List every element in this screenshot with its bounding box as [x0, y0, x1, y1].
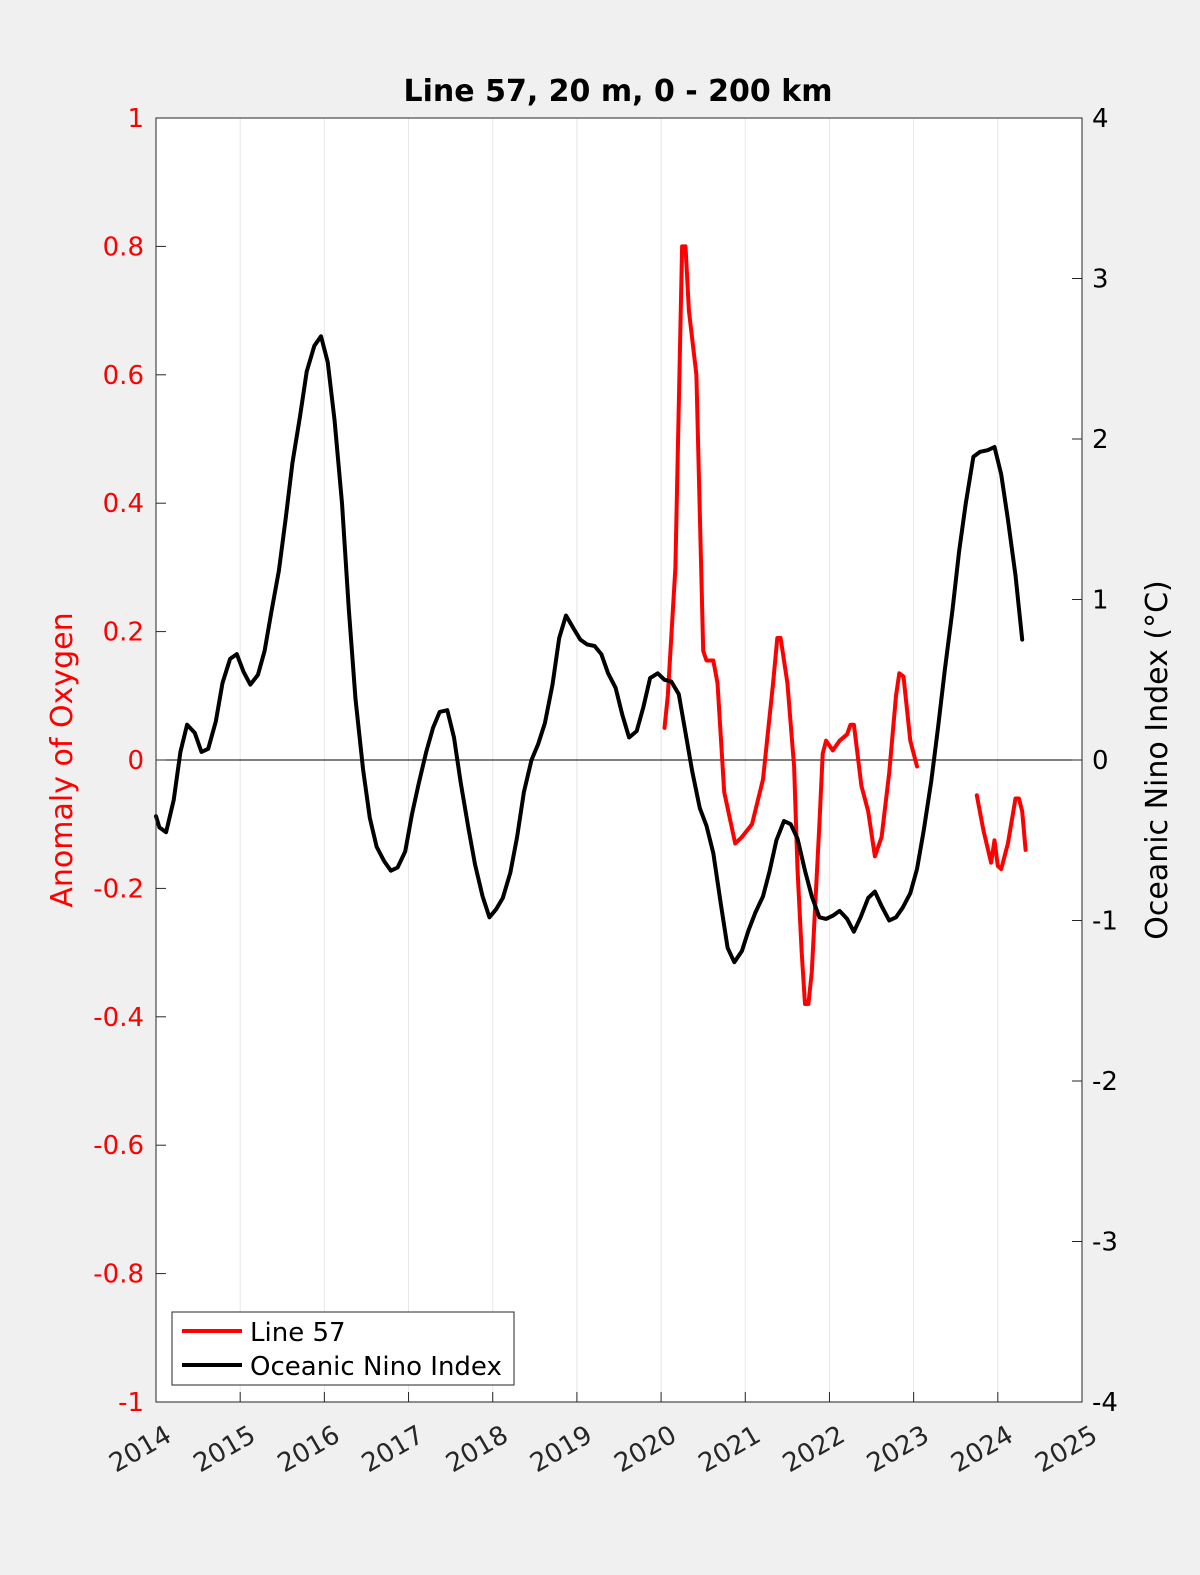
x-axis: 2014 2015 2016 2017 2018 2019 2020 2021 2022 2023…	[104, 1392, 1103, 1479]
x-tick-label-2018: 2018	[441, 1420, 513, 1479]
left-y-tick-label-0.4: 0.4	[103, 489, 144, 519]
right-y-tick-label-0: 0	[1092, 746, 1109, 776]
left-y-tick-label-0.8: 0.8	[103, 232, 144, 262]
right-y-tick-label-3: 3	[1092, 265, 1109, 295]
left-y-tick-label-1: 1	[127, 104, 144, 134]
x-tick-label-2014: 2014	[104, 1420, 176, 1479]
series-layer	[154, 244, 1028, 1006]
left-y-tick-label--0.4: -0.4	[93, 1003, 144, 1033]
x-tick-label-2015: 2015	[189, 1420, 261, 1479]
left-y-tick-label-0.2: 0.2	[103, 618, 144, 648]
right-y-tick-label-4: 4	[1092, 104, 1109, 134]
x-tick-label-2019: 2019	[525, 1420, 597, 1479]
x-tick-label-2024: 2024	[946, 1420, 1018, 1479]
x-tick-label-2020: 2020	[609, 1420, 681, 1479]
right-y-tick-label-2: 2	[1092, 425, 1109, 455]
x-tick-label-2023: 2023	[862, 1420, 934, 1479]
left-y-tick-label-0: 0	[127, 746, 144, 776]
chart-title: Line 57, 20 m, 0 - 200 km	[404, 74, 833, 109]
left-y-tick-label--0.2: -0.2	[93, 874, 144, 904]
left-y-axis: 1 0.8 0.6 0.4 0.2 0 -0.2 -0.4 -0.6 -0.8 -1	[93, 104, 166, 1418]
right-y-tick-label--1: -1	[1092, 907, 1118, 937]
right-y-tick-label--3: -3	[1092, 1228, 1118, 1258]
legend: Line 57 Oceanic Nino Index	[171, 1311, 515, 1386]
series-line-line-57-0	[662, 244, 919, 1006]
left-y-tick-label-0.6: 0.6	[103, 361, 144, 391]
right-y-axis-label: Oceanic Nino Index (°C)	[1140, 580, 1175, 940]
legend-label-line-57: Line 57	[250, 1318, 346, 1348]
x-tick-label-2022: 2022	[778, 1420, 850, 1479]
left-y-tick-label--1: -1	[118, 1388, 144, 1418]
left-y-axis-label: Anomaly of Oxygen	[45, 612, 80, 907]
right-y-axis: 4 3 2 1 0 -1 -2 -3 -4	[1072, 104, 1118, 1418]
series-line-oceanic-nino-index-0	[154, 334, 1025, 965]
right-y-tick-label--2: -2	[1092, 1067, 1118, 1097]
x-tick-label-2016: 2016	[273, 1420, 345, 1479]
left-y-tick-label--0.6: -0.6	[93, 1131, 144, 1161]
x-tick-label-2021: 2021	[694, 1420, 766, 1479]
x-tick-label-2017: 2017	[357, 1420, 429, 1479]
legend-label-oni: Oceanic Nino Index	[250, 1352, 502, 1382]
left-y-tick-label--0.8: -0.8	[93, 1260, 144, 1290]
x-tick-label-2025: 2025	[1030, 1420, 1102, 1479]
right-y-tick-label--4: -4	[1092, 1388, 1118, 1418]
legend-box	[171, 1311, 515, 1386]
right-y-tick-label-1: 1	[1092, 586, 1109, 616]
series-line-line-57-1	[974, 793, 1028, 872]
